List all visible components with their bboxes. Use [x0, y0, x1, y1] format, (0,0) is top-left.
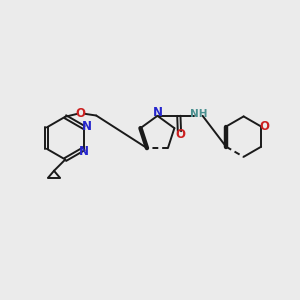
Text: O: O [175, 128, 185, 141]
Text: NH: NH [190, 109, 208, 119]
Text: O: O [76, 106, 86, 120]
Text: N: N [82, 120, 92, 133]
Text: O: O [260, 120, 270, 133]
Text: N: N [79, 145, 89, 158]
Text: N: N [152, 106, 162, 119]
